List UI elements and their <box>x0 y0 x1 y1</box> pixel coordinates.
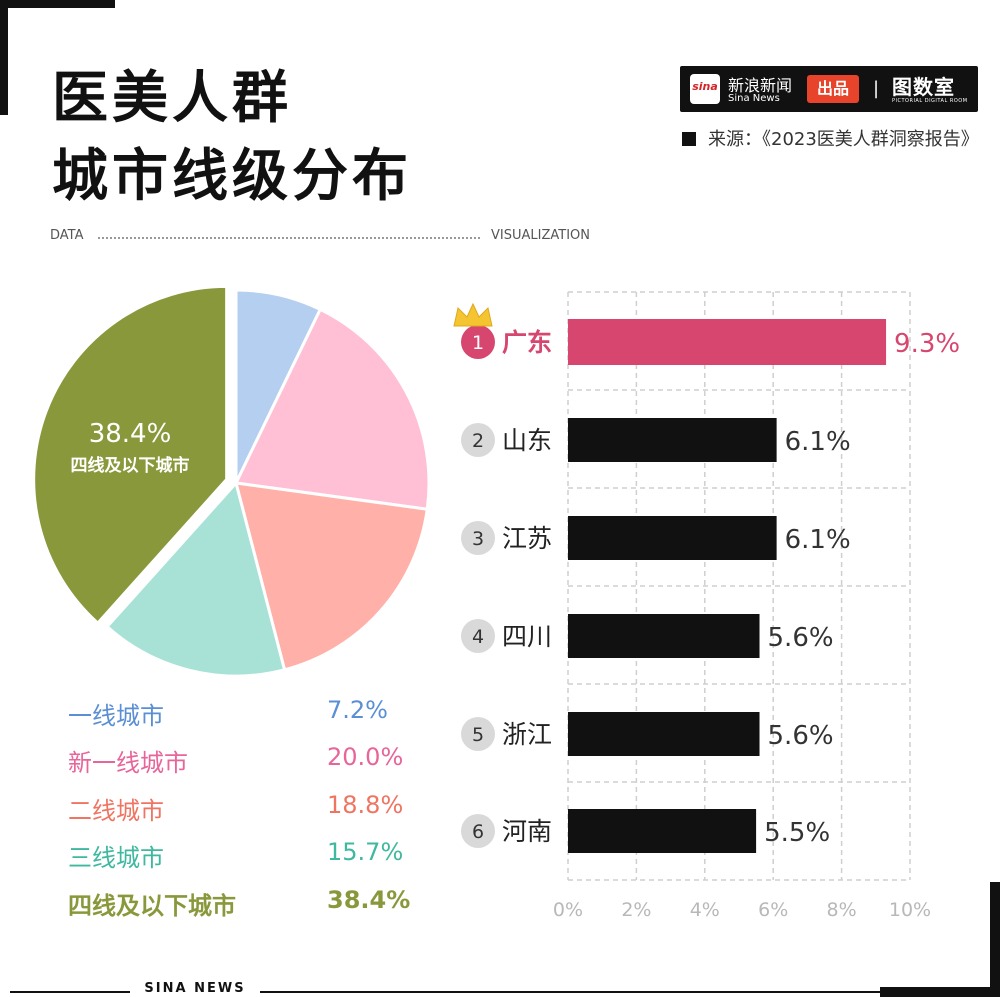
legend-label: 一线城市 <box>68 702 164 730</box>
sina-logo-text: sina <box>692 80 718 93</box>
x-tick-label: 10% <box>889 899 931 920</box>
brand-separator: | <box>873 78 880 99</box>
bar-value-label: 9.3% <box>894 329 960 359</box>
rank-circle <box>461 423 495 457</box>
brand-name-en: Sina News <box>728 93 780 104</box>
legend-item: 新一线城市 20.0% <box>68 743 428 779</box>
page-title-line2: 城市线级分布 <box>52 144 412 209</box>
visualization-label: VISUALIZATION <box>491 228 590 243</box>
legend-item: 四线及以下城市 38.4% <box>68 886 428 922</box>
legend-value: 38.4% <box>327 886 411 914</box>
rank-number: 5 <box>472 724 484 746</box>
legend-item: 三线城市 15.7% <box>68 838 428 874</box>
legend-item: 一线城市 7.2% <box>68 696 428 732</box>
brand-right-name: 图数室 <box>892 75 955 99</box>
brand-right-subtitle: PICTORIAL DIGITAL ROOM <box>892 98 968 104</box>
bar-value-label: 5.6% <box>768 721 834 751</box>
category-label: 江苏 <box>502 524 552 553</box>
pie-slice <box>233 307 431 511</box>
legend-item: 二线城市 18.8% <box>68 791 428 827</box>
x-tick-label: 2% <box>621 899 651 920</box>
sina-logo-icon: sina <box>690 74 720 104</box>
pie-chart: 38.4% 四线及以下城市 <box>32 284 431 678</box>
rank-number: 1 <box>472 332 484 354</box>
bar <box>568 319 887 365</box>
page-title-line1: 医美人群 <box>52 66 292 131</box>
rank-circle <box>461 325 495 359</box>
legend-label: 二线城市 <box>68 797 164 825</box>
brand-name-cn: 新浪新闻 <box>728 76 793 95</box>
footer: SINA NEWS <box>0 973 1000 997</box>
legend-value: 15.7% <box>327 838 404 866</box>
x-tick-label: 8% <box>827 899 857 920</box>
footer-line-left <box>10 991 130 993</box>
bar-value-label: 6.1% <box>785 427 851 457</box>
pie-slice <box>32 284 229 626</box>
pie-callout-value: 38.4% <box>89 419 172 449</box>
footer-line-right <box>260 991 880 993</box>
legend-label: 四线及以下城市 <box>68 892 236 920</box>
bar <box>568 614 760 658</box>
rank-number: 4 <box>472 626 484 648</box>
brand-bar: sina 新浪新闻 Sina News 出品 | 图数室 PICTORIAL D… <box>680 66 978 112</box>
category-label: 广东 <box>502 328 552 357</box>
data-label: DATA <box>50 228 84 243</box>
x-tick-label: 6% <box>758 899 788 920</box>
pie-slice <box>233 481 429 672</box>
category-label: 河南 <box>502 817 552 846</box>
rank-circle <box>461 814 495 848</box>
rank-number: 6 <box>472 821 484 843</box>
bar <box>568 418 777 462</box>
rank-circle <box>461 521 495 555</box>
bar-value-label: 5.5% <box>764 818 830 848</box>
crown-icon <box>453 302 493 327</box>
pie-slice <box>104 479 287 678</box>
legend-label: 三线城市 <box>68 844 164 872</box>
source-text: 来源：《2023医美人群洞察报告》 <box>708 129 979 150</box>
x-tick-label: 0% <box>553 899 583 920</box>
rank-circle <box>461 717 495 751</box>
bar-value-label: 6.1% <box>785 525 851 555</box>
bar <box>568 516 777 560</box>
x-tick-label: 4% <box>690 899 720 920</box>
legend-value: 18.8% <box>327 791 404 819</box>
brand-badge: 出品 <box>807 75 859 103</box>
rank-number: 2 <box>472 430 484 452</box>
legend-value: 7.2% <box>327 696 388 724</box>
bar-chart: 0% 2% 4% 6% 8% 10% 9.3% 1 广东 6.1% 2 山东 6.1% 3 江苏 5.6% 4 四… <box>453 291 960 920</box>
category-label: 四川 <box>502 622 552 651</box>
bar <box>568 809 757 853</box>
rank-circle <box>461 619 495 653</box>
legend-value: 20.0% <box>327 743 404 771</box>
pie-callout-label: 四线及以下城市 <box>71 455 190 476</box>
footer-text: SINA NEWS <box>144 981 246 996</box>
bar <box>568 712 760 756</box>
category-label: 山东 <box>502 426 552 455</box>
dotted-divider <box>98 237 480 239</box>
legend-label: 新一线城市 <box>68 749 188 777</box>
bar-value-label: 5.6% <box>768 623 834 653</box>
data-visualization-divider: DATA VISUALIZATION <box>50 228 590 246</box>
source-square-icon <box>682 132 696 146</box>
category-label: 浙江 <box>502 720 552 749</box>
rank-number: 3 <box>472 528 484 550</box>
